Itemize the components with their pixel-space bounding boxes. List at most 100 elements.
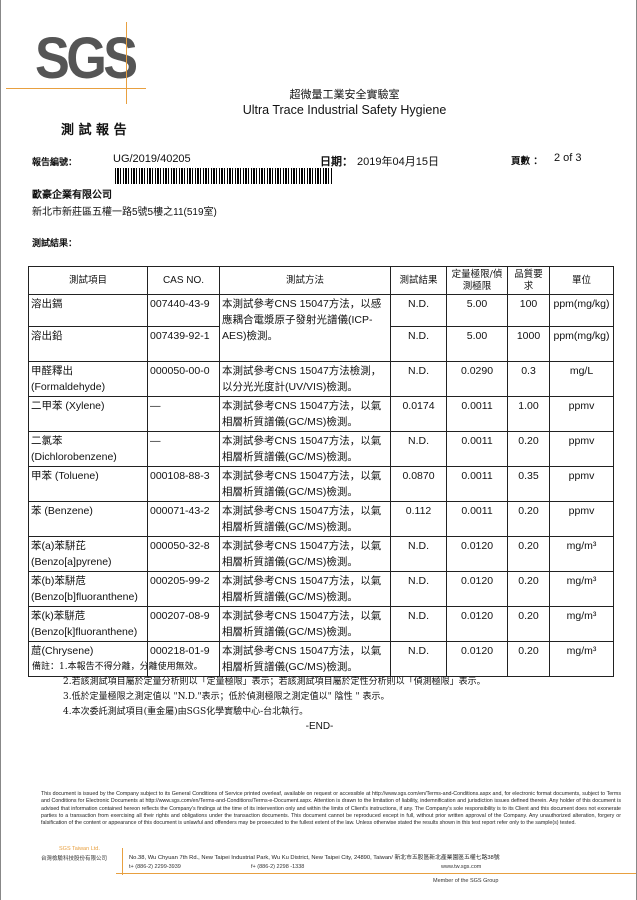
cell-method: 本測試參考CNS 15047方法，以氣相層析質譜儀(GC/MS)檢測。 (219, 536, 391, 572)
report-no-label: 報告編號： (32, 158, 78, 168)
barcode (115, 168, 333, 184)
cell-requirement: 0.20 (507, 571, 550, 607)
cell-item: 二甲苯 (Xylene) (28, 396, 148, 432)
note-1: 備註：1.本報告不得分離，分離使用無效。 (32, 662, 203, 672)
cell-item: 䓛(Chrysene) (28, 641, 148, 677)
cell-limit: 0.0120 (446, 571, 508, 607)
cell-method: 本測試參考CNS 15047方法，以氣相層析質譜儀(GC/MS)檢測。 (219, 431, 391, 467)
cell-cas: — (147, 431, 220, 467)
cell-requirement: 100 (507, 294, 550, 327)
results-table: 測試項目 CAS NO. 測試方法 測試結果 定量極限/偵測極限 品質要求 單位… (28, 266, 614, 677)
cell-unit: ppm(mg/kg) (549, 294, 614, 327)
cell-cas: 000050-00-0 (147, 361, 220, 397)
footer-rule (116, 873, 636, 874)
cell-requirement: 0.20 (507, 536, 550, 572)
cell-requirement: 0.20 (507, 501, 550, 537)
cell-method: 本測試參考CNS 15047方法，以氣相層析質譜儀(GC/MS)檢測。 (219, 396, 391, 432)
client-name: 歐豪企業有限公司 (32, 190, 112, 201)
cell-limit: 5.00 (446, 294, 508, 327)
cell-result: 0.112 (390, 501, 447, 537)
cell-item: 甲醛釋出 (Formaldehyde) (28, 361, 148, 397)
cell-cas: 000050-32-8 (147, 536, 220, 572)
cell-limit: 0.0120 (446, 536, 508, 572)
footer-fax: f+ (886-2) 2298 -1338 (251, 864, 305, 870)
footer-tel: t+ (886-2) 2299-3939 (129, 864, 181, 870)
cell-cas: 000071-43-2 (147, 501, 220, 537)
cell-unit: mg/m³ (549, 536, 614, 572)
cell-method: 本測試參考CNS 15047方法，以感應耦合電漿原子發射光譜儀(ICP-AES)… (219, 294, 391, 362)
cell-method: 本測試參考CNS 15047方法，以氣相層析質譜儀(GC/MS)檢測。 (219, 641, 391, 677)
header-method: 測試方法 (219, 266, 391, 295)
cell-result: N.D. (390, 571, 447, 607)
date: 2019年04月15日 (357, 156, 439, 168)
terms-link[interactable]: http://www.sgs.com/en/Terms-and-Conditio… (372, 791, 491, 797)
cell-limit: 0.0011 (446, 396, 508, 432)
table-row: 溶出鎘 007440-43-9 本測試參考CNS 15047方法，以感應耦合電漿… (28, 294, 614, 362)
cell-limit: 0.0120 (446, 606, 508, 642)
report-no: UG/2019/40205 (113, 153, 191, 165)
footer-rule-vertical (122, 848, 123, 875)
cell-cas: 000205-99-2 (147, 571, 220, 607)
table-row: 苯(a)苯駢芘 (Benzo[a]pyrene) 000050-32-8 本測試參考… (28, 536, 614, 572)
cell-limit: 0.0290 (446, 361, 508, 397)
cell-result: N.D. (390, 294, 447, 327)
lab-name-zh: 超微量工業安全實驗室 (289, 88, 400, 101)
cell-item: 苯 (Benzene) (28, 501, 148, 537)
notes: 備註：1.本報告不得分離，分離使用無效。 2.若該測試項目屬於定量分析則以「定量… (32, 660, 486, 720)
disclaimer-text: and, for electronic format documents, su… (41, 791, 621, 805)
cell-item: 二氯苯 (Dichlorobenzene) (28, 431, 148, 467)
cell-requirement: 0.35 (507, 466, 550, 502)
date-label: 日期： (320, 156, 353, 168)
page-number: 2 of 3 (554, 152, 582, 164)
cell-limit: 0.0011 (446, 431, 508, 467)
table-row: 苯(b)苯駢苊 (Benzo[b]fluoranthene) 000205-99-… (28, 571, 614, 607)
table-row: 䓛(Chrysene) 000218-01-9 本測試參考CNS 15047方法，以… (28, 641, 614, 677)
header-item: 測試項目 (28, 266, 148, 295)
cell-requirement: 0.20 (507, 431, 550, 467)
logo-rule-vertical (126, 22, 127, 104)
note-2: 2.若該測試項目屬於定量分析則以「定量極限」表示；若該測試項目屬於定性分析則以「… (63, 677, 486, 687)
e-document-terms-link[interactable]: http://www.sgs.com/en/Terms-and-Conditio… (145, 798, 313, 805)
cell-cas: 000207-08-9 (147, 606, 220, 642)
cell-requirement: 0.20 (507, 641, 550, 677)
disclaimer-text: Attention is drawn to the limitation of … (41, 798, 621, 827)
table-row: 甲苯 (Toluene) 000108-88-3 本測試參考CNS 15047方法，… (28, 466, 614, 502)
doc-title: 測 試 報 告 (61, 123, 127, 138)
lab-name-en: Ultra Trace Industrial Safety Hygiene (242, 103, 447, 117)
cell-item: 甲苯 (Toluene) (28, 466, 148, 502)
cell-method: 本測試參考CNS 15047方法，以氣相層析質譜儀(GC/MS)檢測。 (219, 571, 391, 607)
cell-result: N.D. (390, 606, 447, 642)
cell-result: N.D. (390, 431, 447, 467)
footer-address: No.38, Wu Chyuan 7th Rd., New Taipei Ind… (129, 855, 500, 861)
cell-result: N.D. (390, 361, 447, 397)
cell-requirement: 1.00 (507, 396, 550, 432)
cell-limit: 5.00 (446, 326, 508, 362)
note-4: 4.本次委託測試項目(重金屬)由SGS化學實驗中心-台北執行。 (63, 707, 309, 717)
cell-cas: — (147, 396, 220, 432)
header-limit: 定量極限/偵測極限 (446, 266, 508, 295)
footer-member: Member of the SGS Group (433, 878, 499, 884)
header-requirement: 品質要求 (507, 266, 550, 295)
cell-item: 苯(k)苯駢苊 (Benzo[k]fluoranthene) (28, 606, 148, 642)
cell-unit: mg/m³ (549, 606, 614, 642)
cell-requirement: 0.20 (507, 606, 550, 642)
cell-cas: 007439-92-1 (147, 326, 220, 362)
table-row: 二甲苯 (Xylene) — 本測試參考CNS 15047方法，以氣相層析質譜儀(G… (28, 396, 614, 432)
footer-web: www.tw.sgs.com (441, 864, 482, 870)
cell-unit: mg/m³ (549, 641, 614, 677)
disclaimer-text: This document is issued by the Company s… (41, 791, 372, 797)
cell-method: 本測試參考CNS 15047方法，以氣相層析質譜儀(GC/MS)檢測。 (219, 466, 391, 502)
footer-company-en: SGS Taiwan Ltd. (59, 846, 100, 852)
cell-limit: 0.0011 (446, 501, 508, 537)
cell-cas: 000108-88-3 (147, 466, 220, 502)
cell-result: N.D. (390, 641, 447, 677)
cell-unit: ppmv (549, 501, 614, 537)
end-marker: -END- (305, 721, 334, 732)
header-cas: CAS NO. (147, 266, 220, 295)
cell-item: 苯(b)苯駢苊 (Benzo[b]fluoranthene) (28, 571, 148, 607)
cell-method: 本測試參考CNS 15047方法檢測，以分光光度計(UV/VIS)檢測。 (219, 361, 391, 397)
cell-cas: 000218-01-9 (147, 641, 220, 677)
cell-limit: 0.0011 (446, 466, 508, 502)
cell-method: 本測試參考CNS 15047方法，以氣相層析質譜儀(GC/MS)檢測。 (219, 501, 391, 537)
cell-result: N.D. (390, 536, 447, 572)
